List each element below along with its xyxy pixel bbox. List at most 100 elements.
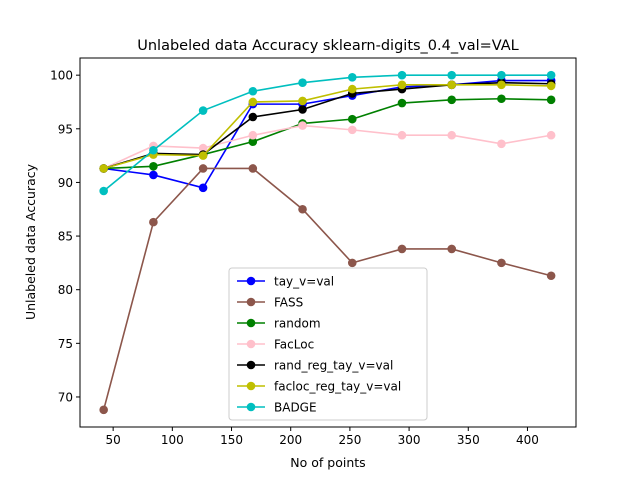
series-5 <box>99 80 556 173</box>
data-point <box>447 70 457 80</box>
data-point <box>298 204 307 214</box>
data-point <box>198 151 208 160</box>
x-tick-label: 300 <box>398 433 421 447</box>
data-point <box>546 95 556 105</box>
data-point <box>397 80 407 90</box>
legend-item: BADGE <box>237 401 317 415</box>
data-point <box>497 70 506 80</box>
data-point <box>248 130 258 140</box>
data-point <box>497 80 506 90</box>
legend-item: FASS <box>237 296 303 310</box>
data-point <box>397 244 407 254</box>
data-point <box>447 244 457 254</box>
legend-item: rand_reg_tay_v=val <box>237 359 393 373</box>
data-point <box>447 80 457 90</box>
legend-label: tay_v=val <box>274 275 334 289</box>
y-axis-label: Unlabeled data Accuracy <box>23 163 38 320</box>
data-point <box>447 130 457 140</box>
x-axis-label: No of points <box>290 455 365 470</box>
data-point <box>546 81 556 91</box>
y-tick-label: 70 <box>58 390 73 404</box>
data-point <box>248 164 258 173</box>
data-point <box>149 217 158 227</box>
series-line <box>103 74 552 192</box>
axes-frame <box>79 57 577 428</box>
data-point <box>347 73 357 82</box>
legend-label: FacLoc <box>274 338 314 352</box>
legend-label: rand_reg_tay_v=val <box>274 359 393 373</box>
legend: tay_v=val FASS random FacLoc rand_reg_tay_v=… <box>228 267 428 421</box>
legend-item: random <box>237 317 321 331</box>
series-6 <box>99 70 556 196</box>
data-point <box>198 106 208 115</box>
chart-title: Unlabeled data Accuracy sklearn-digits_0… <box>137 38 519 54</box>
data-point <box>347 84 357 94</box>
y-tick-label: 100 <box>50 69 73 83</box>
data-point <box>198 143 208 153</box>
data-point <box>298 105 307 114</box>
legend-swatch-marker <box>246 339 256 349</box>
data-point <box>447 95 457 105</box>
y-tick-label: 85 <box>58 230 73 244</box>
data-point <box>298 96 307 106</box>
legend-swatch-marker <box>246 402 256 412</box>
series-line <box>103 81 552 170</box>
y-tick-label: 80 <box>58 283 73 297</box>
x-tick-label: 150 <box>220 433 243 447</box>
data-point <box>546 70 556 80</box>
series-line <box>103 124 552 170</box>
data-point <box>149 170 158 180</box>
data-point <box>347 114 357 124</box>
data-point <box>298 78 307 87</box>
data-point <box>397 70 407 80</box>
series-line <box>103 79 552 189</box>
legend-swatch-marker <box>246 276 256 286</box>
plot-area: 50 100 150 200 250 300 350 400 70 75 80 85 90 95 100 <box>50 57 577 447</box>
legend-item: facloc_reg_tay_v=val <box>237 380 401 394</box>
data-point <box>497 258 506 268</box>
x-tick-label: 350 <box>457 433 480 447</box>
data-point <box>298 121 307 130</box>
legend-label: FASS <box>274 296 303 310</box>
data-point <box>546 271 556 281</box>
y-tick-label: 75 <box>58 337 73 351</box>
y-tick-label: 90 <box>58 176 73 190</box>
data-point <box>497 139 506 149</box>
series-line <box>103 84 552 170</box>
series-1 <box>99 164 556 415</box>
data-point <box>198 183 208 193</box>
series-line <box>103 97 552 170</box>
data-point <box>99 164 108 173</box>
data-point <box>248 97 258 107</box>
data-point <box>248 86 258 96</box>
x-tick-label: 100 <box>161 433 184 447</box>
legend-swatch-marker <box>246 360 256 370</box>
x-tick-label: 250 <box>338 433 361 447</box>
data-point <box>347 125 357 135</box>
data-point <box>397 98 407 108</box>
data-point <box>497 94 506 104</box>
data-point <box>198 164 208 173</box>
y-tick-label: 95 <box>58 122 73 136</box>
series-line <box>102 167 552 411</box>
legend-box <box>228 267 428 421</box>
data-point <box>149 162 158 171</box>
legend-swatch-marker <box>246 318 256 328</box>
data-point <box>546 130 556 140</box>
series-3 <box>99 121 556 173</box>
data-point <box>99 186 108 196</box>
legend-swatch-marker <box>246 297 256 307</box>
x-tick-label: 200 <box>279 433 302 447</box>
data-point <box>347 258 357 268</box>
legend-item: FacLoc <box>237 338 314 352</box>
data-point <box>248 137 258 146</box>
data-point <box>99 405 108 415</box>
legend-label: random <box>274 317 321 331</box>
data-point <box>397 130 407 140</box>
x-tick-label: 50 <box>106 433 121 447</box>
legend-swatch-marker <box>246 381 256 391</box>
x-tick-label: 400 <box>516 433 539 447</box>
legend-label: facloc_reg_tay_v=val <box>274 380 401 394</box>
legend-item: tay_v=val <box>237 275 334 289</box>
